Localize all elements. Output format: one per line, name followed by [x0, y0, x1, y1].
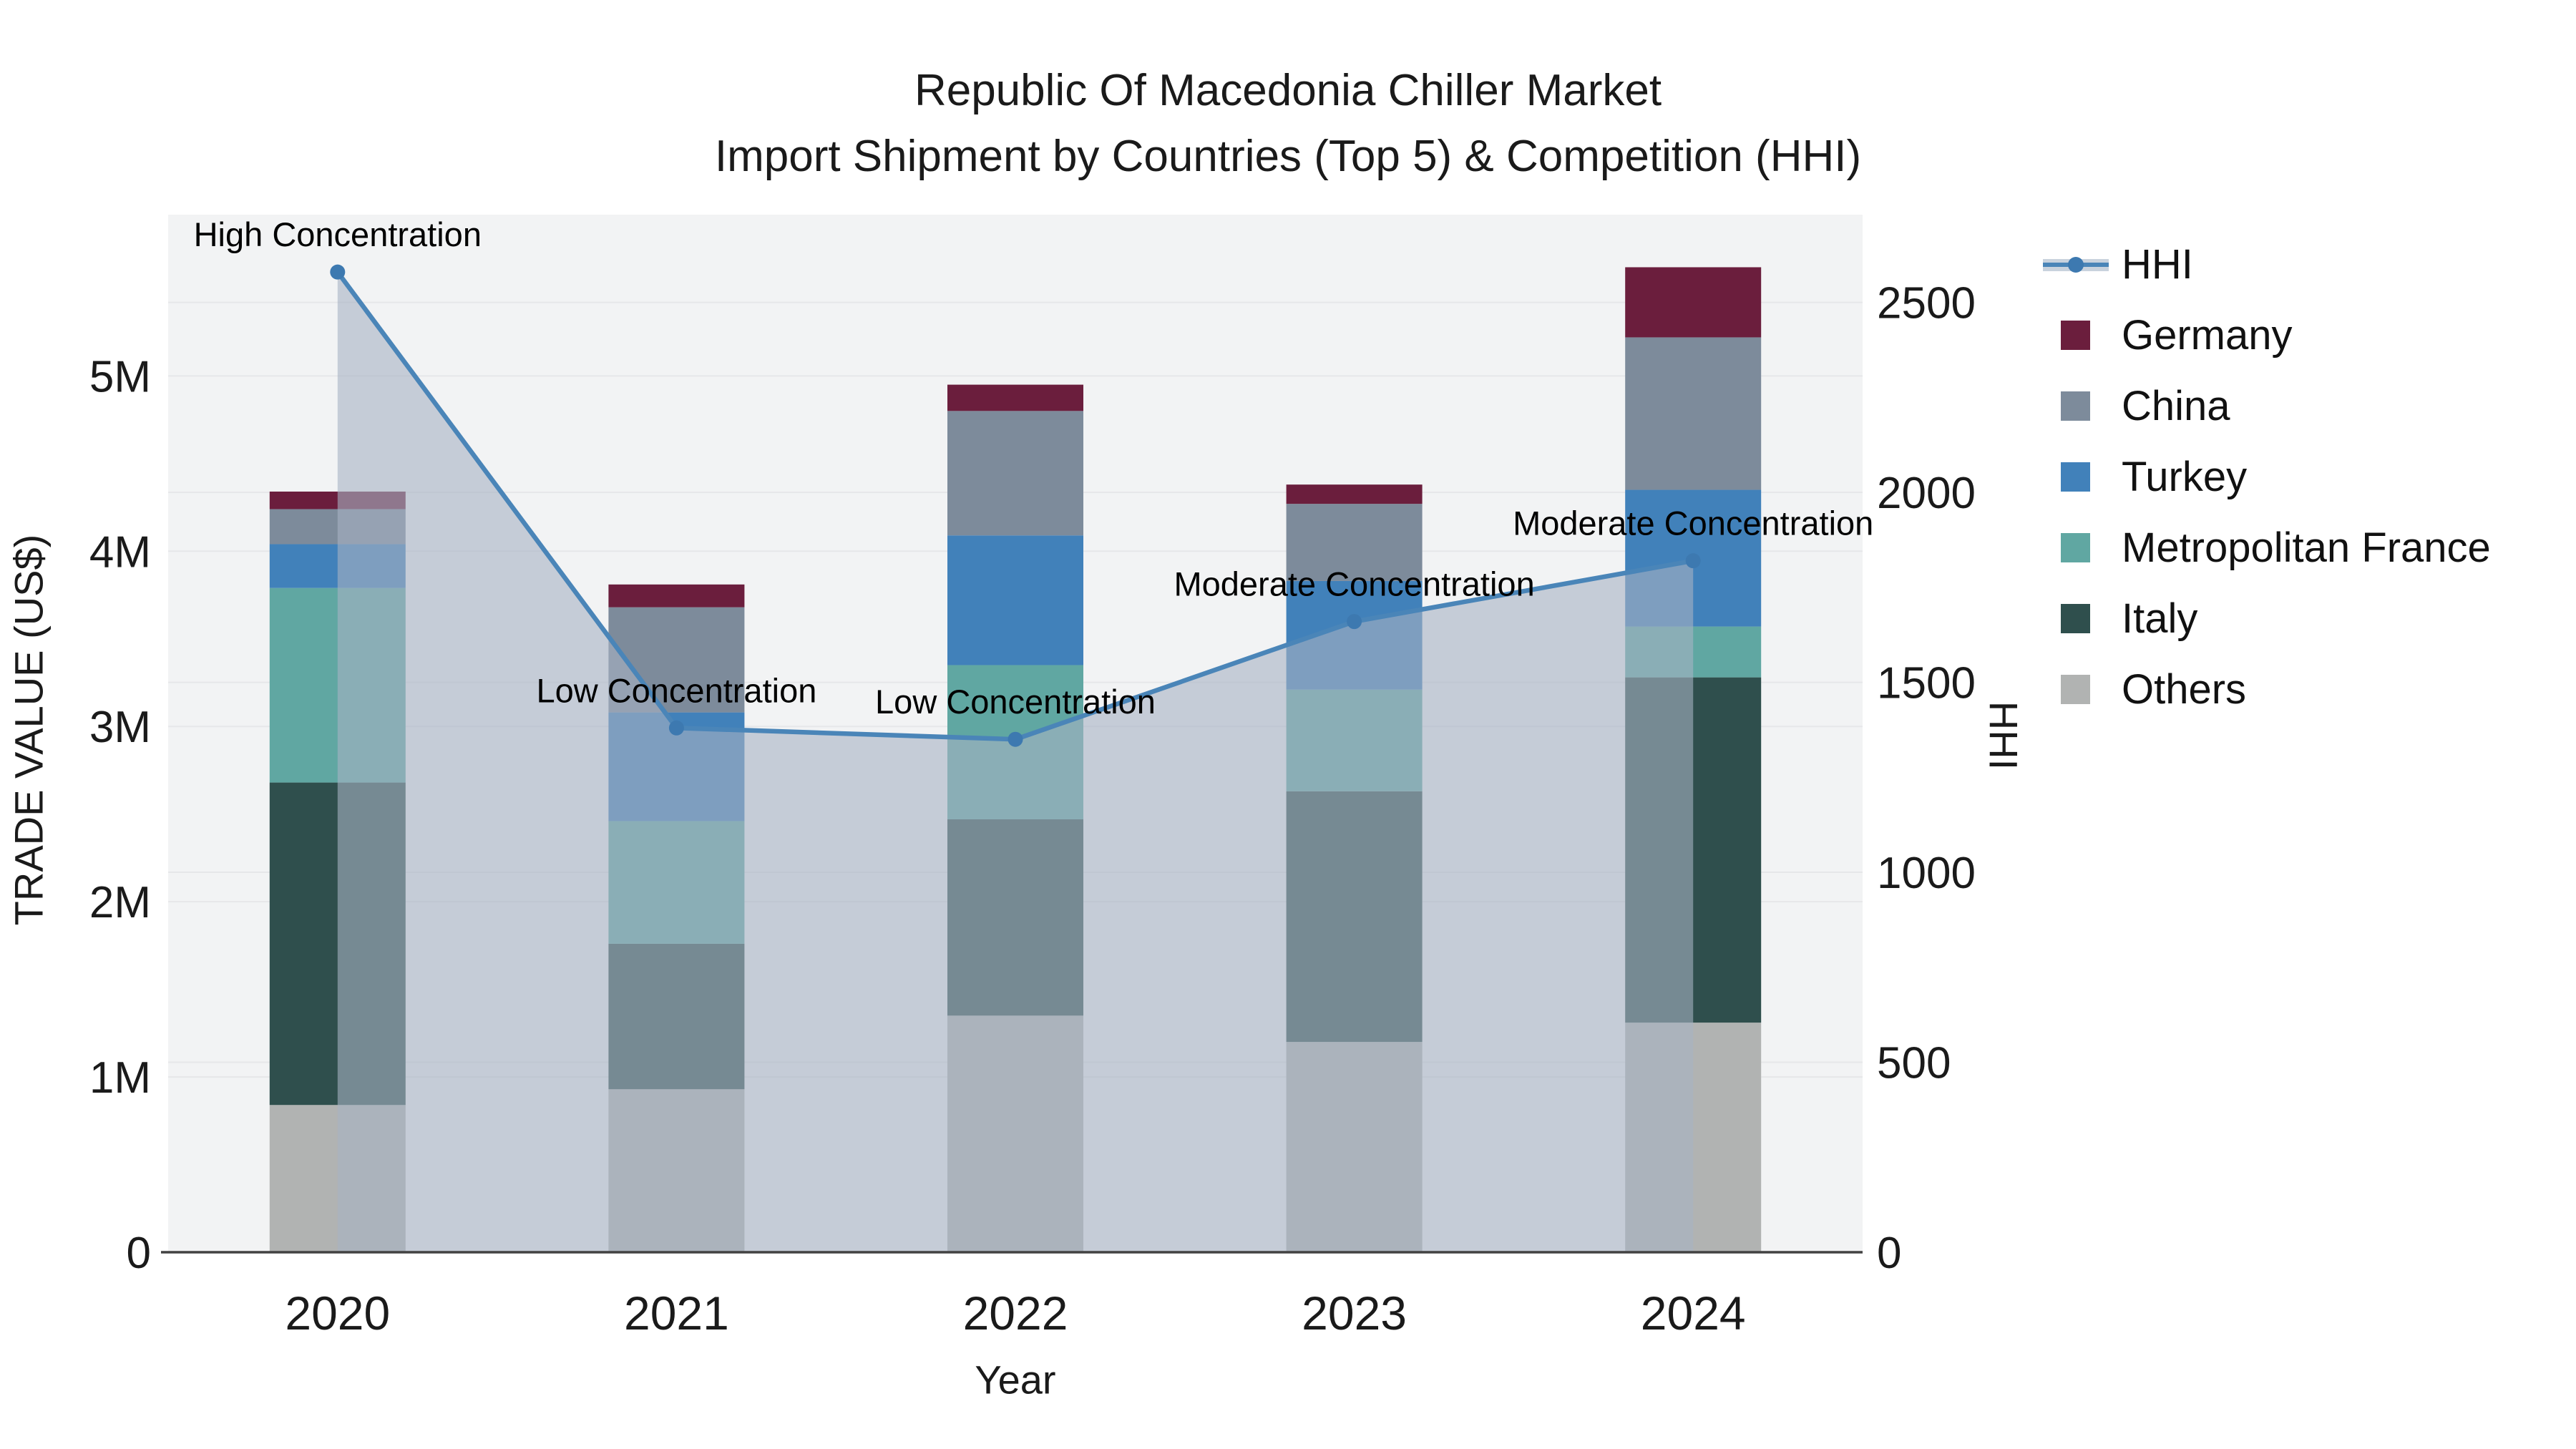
- bar-segment-germany-2022[interactable]: [947, 384, 1083, 411]
- color-swatch-icon: [2061, 532, 2090, 562]
- y-right-tick-label-0: 0: [1877, 1229, 1901, 1278]
- legend-item-italy[interactable]: Italy: [2043, 583, 2491, 654]
- y-left-tick-label-1M: 1M: [89, 1053, 151, 1103]
- y-left-tick-label-5M: 5M: [89, 352, 151, 401]
- y-left-tick-label-3M: 3M: [89, 703, 151, 752]
- legend: HHI Germany China Turkey Metropolitan France…: [2043, 229, 2491, 725]
- y-right-tick-label-500: 500: [1877, 1039, 1951, 1088]
- legend-item-hhi[interactable]: HHI: [2043, 229, 2491, 300]
- hhi-marker-2022[interactable]: [1008, 731, 1023, 747]
- y-left-tick-label-0: 0: [127, 1229, 151, 1278]
- y-left-tick-label-2M: 2M: [89, 878, 151, 927]
- legend-label-germany: Germany: [2122, 312, 2293, 358]
- legend-label-china: China: [2122, 383, 2230, 429]
- color-swatch-icon: [2061, 603, 2090, 633]
- legend-label-metropolitan-france: Metropolitan France: [2122, 525, 2491, 571]
- y-right-tick-label-2500: 2500: [1877, 279, 1976, 328]
- x-tick-label-2021: 2021: [624, 1287, 729, 1340]
- x-tick-label-2020: 2020: [285, 1287, 390, 1340]
- hhi-line-legend-icon: [2043, 250, 2109, 280]
- x-axis-title: Year: [975, 1357, 1056, 1402]
- legend-swatch-icon-turkey: [2043, 462, 2109, 492]
- chart-title: Republic Of Macedonia Chiller Market: [914, 66, 1662, 115]
- hhi-area-fill: [337, 272, 1694, 1252]
- color-swatch-icon: [2061, 320, 2090, 350]
- y-axis-right-title: HHI: [1981, 701, 2026, 771]
- annotation-low-concentration-2021: Low Concentration: [536, 671, 816, 709]
- legend-swatch-icon-metropolitan-france: [2043, 532, 2109, 563]
- bar-segment-germany-2023[interactable]: [1286, 484, 1423, 504]
- annotation-high-concentration-2020: High Concentration: [194, 215, 482, 253]
- bar-segment-turkey-2022[interactable]: [947, 535, 1083, 665]
- x-tick-label-2024: 2024: [1641, 1287, 1746, 1340]
- bar-segment-china-2024[interactable]: [1625, 337, 1762, 490]
- y-left-tick-label-4M: 4M: [89, 527, 151, 577]
- hhi-marker-2020[interactable]: [330, 264, 346, 280]
- y-right-tick-label-1000: 1000: [1877, 849, 1976, 898]
- x-tick-label-2022: 2022: [963, 1287, 1068, 1340]
- legend-label-italy: Italy: [2122, 595, 2198, 642]
- hhi-marker-2024[interactable]: [1685, 553, 1701, 569]
- y-axis-left-title: TRADE VALUE (US$): [6, 534, 52, 926]
- annotation-moderate-concentration-2024: Moderate Concentration: [1513, 504, 1873, 542]
- legend-swatch-icon-germany: [2043, 320, 2109, 351]
- y-right-tick-label-2000: 2000: [1877, 469, 1976, 518]
- legend-label-hhi: HHI: [2122, 241, 2193, 288]
- hhi-marker-2023[interactable]: [1347, 614, 1362, 630]
- legend-swatch-icon-italy: [2043, 603, 2109, 634]
- legend-item-metropolitan-france[interactable]: Metropolitan France: [2043, 512, 2491, 583]
- bar-segment-china-2023[interactable]: [1286, 504, 1423, 581]
- hhi-marker-2021[interactable]: [668, 720, 684, 736]
- y-right-tick-label-1500: 1500: [1877, 659, 1976, 708]
- legend-item-china[interactable]: China: [2043, 371, 2491, 441]
- annotation-low-concentration-2022: Low Concentration: [875, 683, 1156, 721]
- legend-label-others: Others: [2122, 666, 2247, 713]
- bar-segment-china-2022[interactable]: [947, 411, 1083, 536]
- legend-item-germany[interactable]: Germany: [2043, 300, 2491, 371]
- bar-segment-germany-2021[interactable]: [608, 584, 745, 608]
- color-swatch-icon: [2061, 674, 2090, 704]
- color-swatch-icon: [2061, 462, 2090, 492]
- legend-item-turkey[interactable]: Turkey: [2043, 441, 2491, 512]
- chart-subtitle: Import Shipment by Countries (Top 5) & C…: [714, 132, 1862, 181]
- legend-swatch-icon-others: [2043, 674, 2109, 705]
- legend-label-turkey: Turkey: [2122, 454, 2248, 500]
- annotation-moderate-concentration-2023: Moderate Concentration: [1174, 565, 1534, 603]
- color-swatch-icon: [2061, 391, 2090, 421]
- hhi-marker-dot-icon: [2068, 256, 2084, 273]
- x-tick-label-2023: 2023: [1302, 1287, 1407, 1340]
- legend-swatch-icon-china: [2043, 391, 2109, 421]
- bar-segment-germany-2024[interactable]: [1625, 267, 1762, 338]
- legend-item-others[interactable]: Others: [2043, 654, 2491, 725]
